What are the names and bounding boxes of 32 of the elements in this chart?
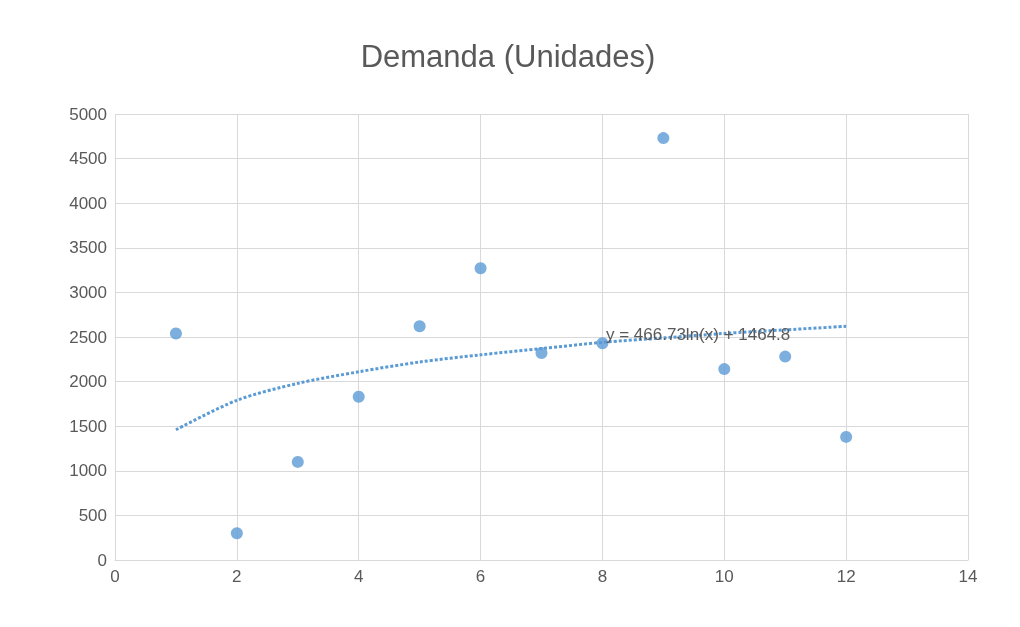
x-tick-label: 10 [714,567,734,586]
y-tick-label: 0 [97,550,107,570]
y-tick-label: 3000 [69,282,107,302]
point [840,430,853,443]
y-tick-label: 1500 [69,416,107,436]
x-tick-label: 4 [353,567,364,586]
point [169,327,182,340]
y-tick-label: 4500 [69,149,107,169]
point [474,262,487,275]
y-tick-label: 2000 [69,372,107,392]
y-tick-label: 5000 [69,104,107,124]
point [535,347,548,360]
x-tick-label: 14 [958,567,978,586]
point [779,350,792,363]
point [352,390,365,403]
chart-title: Demanda (Unidades) [360,39,656,74]
y-tick-label: 500 [78,505,107,525]
point [291,455,304,468]
x-tick-label: 12 [836,567,856,586]
line-series [174,324,848,432]
y-tick-label: 4000 [69,193,107,213]
point [657,132,670,145]
x-tick-label: 6 [475,567,486,586]
y-tick-label: 2500 [69,327,107,347]
point [718,363,731,376]
x-tick-label: 2 [232,567,242,586]
y-tick-label: 1000 [69,461,107,481]
point [230,527,243,540]
y-tick-label: 3500 [69,238,107,258]
x-tick-label: 0 [110,567,120,586]
x-tick-label: 8 [597,567,608,586]
point [413,320,426,333]
